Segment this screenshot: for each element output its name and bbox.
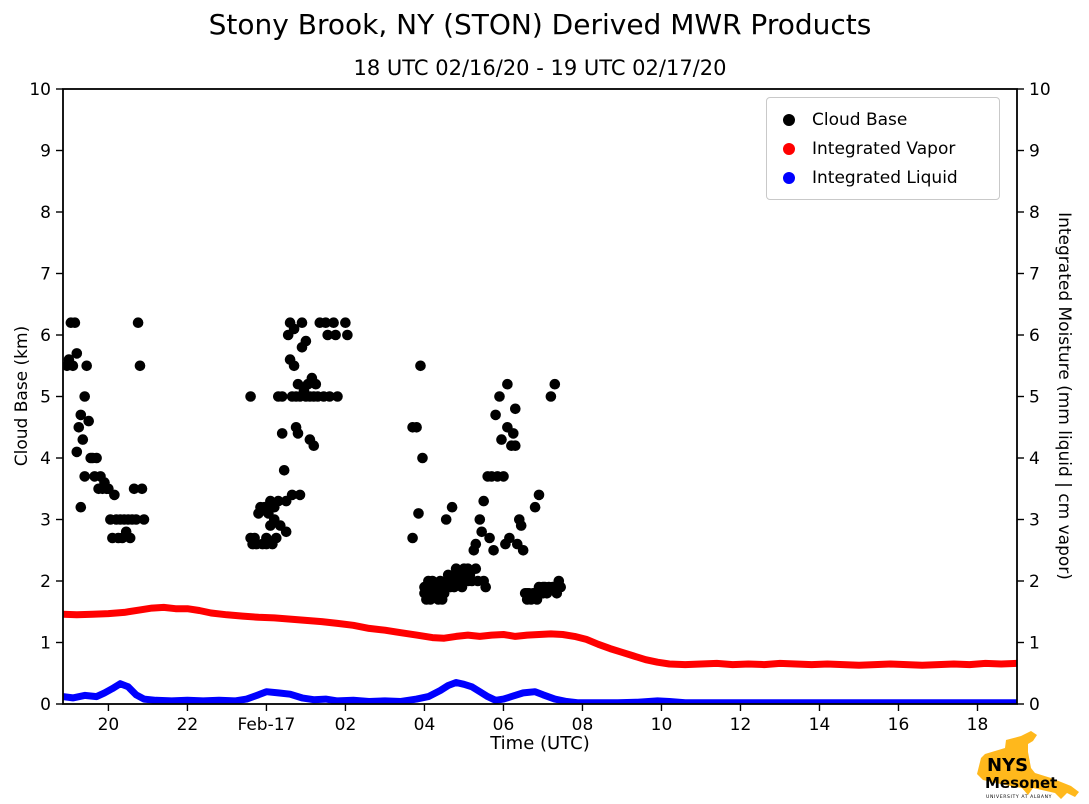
series-layer	[63, 317, 1017, 704]
x-tick-label: Feb-17	[238, 715, 296, 735]
x-tick-label: 20	[98, 715, 120, 735]
legend-item-cloud-base: Cloud Base	[767, 105, 999, 134]
y-tick-label-right: 2	[1029, 572, 1040, 592]
x-tick-label: 10	[651, 715, 673, 735]
x-axis-ticks: 20 22 Feb-17 02 04 06 08 10 12 14 16 18	[98, 704, 989, 735]
y-tick-label-left: 9	[40, 142, 51, 162]
y-tick-label-left: 1	[40, 634, 51, 654]
y-axis-label-left: Cloud Base (km)	[12, 325, 32, 467]
logo-name-text: Mesonet	[985, 774, 1057, 792]
y-tick-label-right: 5	[1029, 388, 1040, 408]
legend-label: Integrated Liquid	[812, 167, 958, 188]
chart-subtitle: 18 UTC 02/16/20 - 19 UTC 02/17/20	[353, 56, 727, 80]
x-tick-label: 16	[888, 715, 910, 735]
x-tick-label: 02	[335, 715, 357, 735]
y-axis-ticks: 0 0 1 1 2 2 3 3 4 4 5 5 6 6 7 7 8 8 9 9 10 10	[29, 80, 1050, 715]
y-tick-label-right: 3	[1029, 511, 1040, 531]
y-tick-label-left: 5	[40, 388, 51, 408]
y-tick-label-left: 2	[40, 572, 51, 592]
y-tick-label-left: 7	[40, 265, 51, 285]
legend-item-integrated-vapor: Integrated Vapor	[767, 134, 999, 163]
x-tick-label: 04	[414, 715, 436, 735]
nys-mesonet-logo: NYS Mesonet UNIVERSITY AT ALBANY	[977, 731, 1079, 800]
legend-marker-icon	[783, 171, 795, 184]
x-tick-label: 08	[572, 715, 594, 735]
y-tick-label-left: 10	[29, 80, 51, 100]
y-tick-label-right: 0	[1029, 695, 1040, 715]
y-tick-label-right: 1	[1029, 634, 1040, 654]
y-tick-label-right: 6	[1029, 326, 1040, 346]
integrated-vapor-line	[63, 603, 1017, 669]
y-tick-label-right: 8	[1029, 203, 1040, 223]
legend-marker-icon	[783, 113, 795, 126]
x-axis-label: Time (UTC)	[490, 733, 590, 754]
y-tick-label-right: 9	[1029, 142, 1040, 162]
legend-item-integrated-liquid: Integrated Liquid	[767, 163, 999, 192]
logo-tagline-text: UNIVERSITY AT ALBANY	[986, 794, 1052, 800]
legend-marker-icon	[783, 142, 795, 155]
y-axis-label-right: Integrated Moisture (mm liquid | cm vapo…	[1054, 212, 1074, 580]
ny-state-shape-icon	[977, 731, 1079, 799]
y-tick-label-left: 8	[40, 203, 51, 223]
x-tick-label: 18	[967, 715, 989, 735]
y-tick-label-right: 7	[1029, 265, 1040, 285]
x-tick-label: 22	[177, 715, 199, 735]
legend-label: Integrated Vapor	[812, 138, 956, 159]
chart-title: Stony Brook, NY (STON) Derived MWR Produ…	[208, 8, 872, 41]
y-tick-label-left: 0	[40, 695, 51, 715]
x-tick-label: 14	[809, 715, 831, 735]
logo-org-text: NYS	[987, 755, 1028, 776]
x-tick-label: 12	[730, 715, 752, 735]
y-tick-label-right: 10	[1029, 80, 1051, 100]
integrated-liquid-line	[63, 679, 1017, 704]
y-tick-label-right: 4	[1029, 449, 1040, 469]
cloud-base-points	[63, 317, 566, 605]
y-tick-label-left: 6	[40, 326, 51, 346]
plot-frame	[62, 88, 1018, 705]
legend-label: Cloud Base	[812, 109, 908, 130]
x-tick-label: 06	[493, 715, 515, 735]
y-tick-label-left: 4	[40, 449, 51, 469]
y-tick-label-left: 3	[40, 511, 51, 531]
legend: Cloud Base Integrated Vapor Integrated Liq…	[766, 97, 1000, 200]
